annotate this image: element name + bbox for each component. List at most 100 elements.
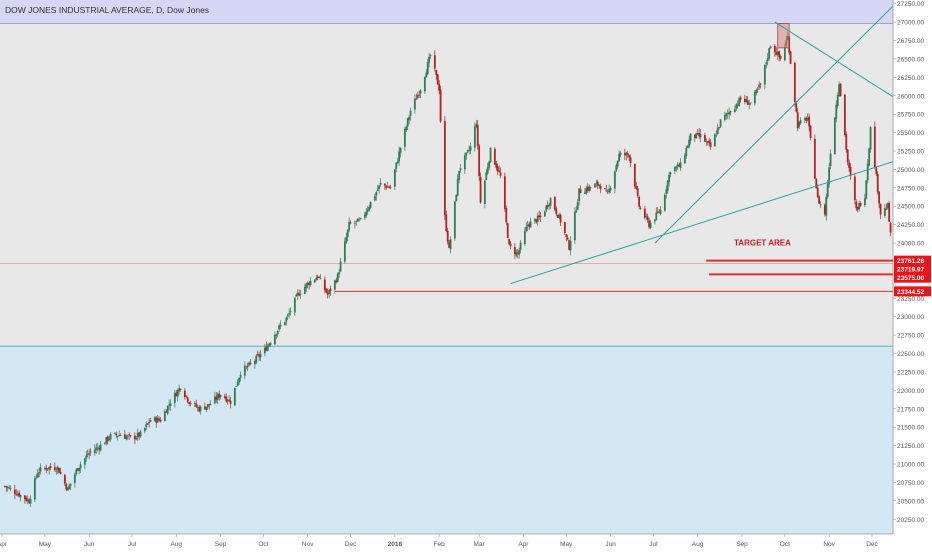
candle-body: [203, 406, 206, 410]
candle-body: [568, 240, 571, 250]
candle-body: [359, 217, 362, 219]
candle: [536, 212, 539, 226]
candle: [649, 220, 652, 230]
candle: [119, 433, 122, 437]
candle-body: [675, 166, 678, 169]
candle: [183, 388, 186, 400]
candle-body: [319, 278, 322, 280]
candle: [656, 207, 659, 214]
candle: [519, 240, 522, 254]
candle: [236, 379, 239, 387]
candle: [858, 200, 861, 212]
candle: [865, 179, 868, 200]
candle: [445, 210, 448, 233]
candle-body: [98, 447, 101, 450]
candle-body: [326, 292, 329, 295]
candle-body: [198, 406, 201, 412]
candle-body: [706, 141, 709, 143]
background-zones: [0, 0, 893, 534]
candle-body: [625, 152, 628, 156]
candle: [269, 341, 272, 348]
candle: [545, 204, 548, 213]
candle-body: [336, 273, 339, 282]
candle-body: [468, 149, 471, 151]
candle: [95, 443, 98, 455]
candle-body: [185, 395, 188, 397]
candle-body: [83, 458, 86, 465]
candle-body: [138, 432, 141, 437]
candle: [379, 178, 382, 187]
candle: [655, 207, 658, 221]
candle-body: [749, 102, 752, 104]
candle: [713, 133, 716, 147]
candle: [358, 217, 361, 222]
y-tick-label: 26000.00: [897, 93, 924, 100]
candle: [168, 399, 171, 410]
candle-body: [36, 472, 39, 478]
candle: [473, 122, 476, 152]
candle: [223, 393, 226, 400]
candle: [669, 171, 672, 178]
candle-body: [396, 161, 399, 164]
support-lines: [334, 259, 893, 292]
candle: [186, 396, 189, 404]
candle: [408, 115, 411, 125]
candle-body: [9, 488, 12, 490]
candle: [66, 487, 69, 491]
candle-body: [698, 132, 701, 137]
candle-body: [113, 432, 116, 434]
candle-body: [366, 209, 369, 212]
candle: [548, 203, 551, 210]
candle: [535, 218, 538, 224]
candle-body: [668, 174, 671, 183]
candle: [278, 323, 281, 332]
candle-body: [803, 118, 806, 120]
candle: [816, 184, 819, 199]
candle-body: [315, 277, 318, 281]
candle-body: [376, 189, 379, 191]
candle-body: [838, 84, 841, 96]
candle-body: [308, 283, 311, 286]
candle-body: [775, 52, 778, 56]
candle: [363, 211, 366, 221]
candle-body: [158, 418, 161, 421]
candle-body: [153, 417, 156, 421]
candle: [648, 217, 651, 230]
candle-body: [39, 467, 42, 472]
candle: [749, 102, 752, 106]
candle-body: [305, 283, 308, 288]
candle: [253, 359, 256, 369]
candle: [366, 206, 369, 215]
candle-body: [876, 174, 879, 193]
x-tick-label: Nov: [823, 541, 835, 548]
x-tick-label: Apr: [0, 541, 8, 548]
candle-body: [769, 46, 772, 49]
candle-body: [485, 172, 488, 180]
candle: [689, 133, 692, 145]
candle-body: [673, 167, 676, 172]
candle: [485, 169, 488, 181]
candle-body: [889, 223, 892, 233]
candle-body: [739, 97, 742, 100]
candle: [455, 194, 458, 202]
candle-body: [263, 347, 266, 354]
candle-body: [99, 444, 102, 451]
candle-body: [223, 396, 226, 399]
candle: [416, 91, 419, 99]
candle: [505, 205, 508, 225]
candle-body: [498, 170, 501, 172]
candle-body: [143, 427, 146, 432]
candle-body: [713, 134, 716, 147]
candle: [36, 469, 39, 479]
candle: [685, 145, 688, 159]
candle: [256, 350, 259, 357]
candle: [116, 435, 119, 441]
y-tick-label: 23250.00: [897, 296, 924, 303]
candle-body: [836, 94, 839, 107]
candle-body: [445, 214, 448, 232]
candle: [258, 351, 261, 361]
candle-body: [333, 280, 336, 290]
candle: [225, 393, 228, 403]
candle-body: [325, 288, 328, 293]
